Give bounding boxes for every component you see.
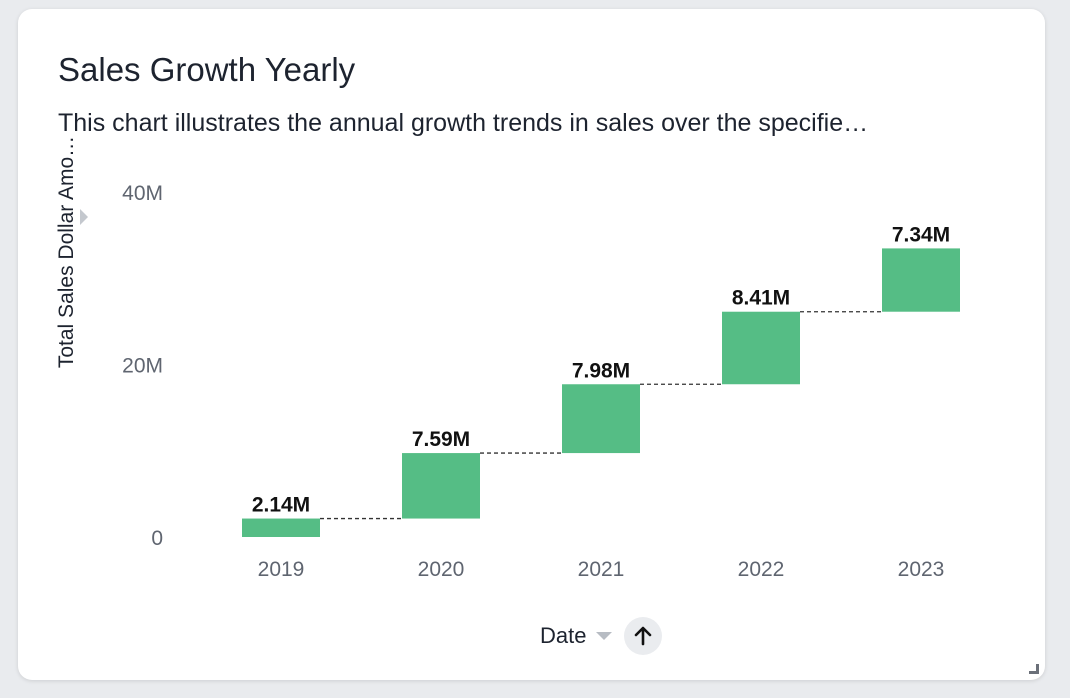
- data-label: 7.59M: [412, 428, 470, 451]
- waterfall-bar-2022: [722, 311, 800, 385]
- resize-handle-icon[interactable]: [1029, 664, 1039, 674]
- caret-down-icon[interactable]: [596, 632, 613, 640]
- y-tick-label: 40M: [122, 182, 163, 205]
- waterfall-bar-2019: [242, 518, 320, 537]
- waterfall-bar-2023: [882, 248, 960, 312]
- x-axis-title[interactable]: Date: [540, 623, 587, 648]
- sort-ascending-button[interactable]: [624, 617, 663, 655]
- data-label: 7.98M: [572, 359, 630, 382]
- caret-right-icon[interactable]: [80, 209, 88, 225]
- y-tick-label: 20M: [122, 355, 163, 378]
- x-tick-label: 2021: [578, 558, 625, 581]
- waterfall-bar-2021: [562, 384, 640, 454]
- waterfall-chart: 0 20M 40M 2.14M 2019 7.59M 2020 7.98M 2021 8.41M 2…: [122, 182, 960, 581]
- x-tick-label: 2022: [738, 558, 785, 581]
- data-label: 2.14M: [252, 494, 310, 517]
- x-axis-controls: Date: [540, 617, 663, 655]
- data-label: 7.34M: [892, 223, 950, 246]
- arrow-up-icon: [635, 626, 652, 646]
- chart-card: Sales Growth Yearly This chart illustrat…: [18, 9, 1045, 680]
- y-tick-label: 0: [151, 527, 163, 550]
- waterfall-bar-2020: [402, 453, 480, 519]
- x-tick-label: 2019: [258, 558, 305, 581]
- data-label: 8.41M: [732, 287, 790, 310]
- x-tick-label: 2023: [898, 558, 945, 581]
- chart-title: Sales Growth Yearly: [58, 51, 356, 88]
- x-tick-label: 2020: [418, 558, 465, 581]
